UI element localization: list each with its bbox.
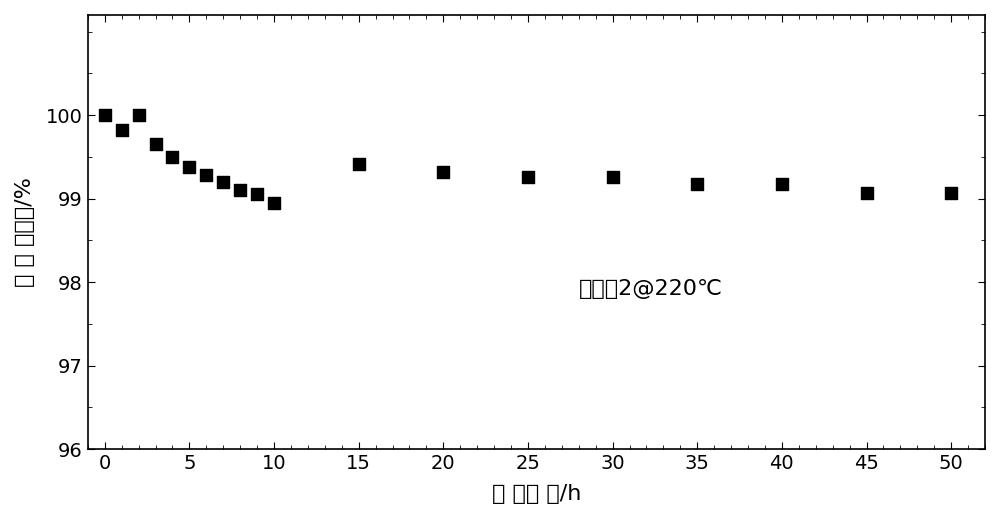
Point [114,126,130,134]
X-axis label: 反 应时 间/h: 反 应时 间/h [492,484,581,504]
Y-axis label: 甲 苯 转化率/%: 甲 苯 转化率/% [15,177,35,287]
Point [943,188,959,197]
Point [232,186,248,195]
Point [520,173,536,181]
Point [198,171,214,180]
Point [689,180,705,188]
Point [266,199,282,207]
Point [164,153,180,161]
Text: 实施例2@220℃: 实施例2@220℃ [579,279,723,298]
Point [131,111,147,119]
Point [351,159,367,168]
Point [859,188,875,197]
Point [774,180,790,188]
Point [249,190,265,199]
Point [148,140,164,148]
Point [605,173,621,181]
Point [181,163,197,171]
Point [435,168,451,176]
Point [97,111,113,119]
Point [215,178,231,186]
